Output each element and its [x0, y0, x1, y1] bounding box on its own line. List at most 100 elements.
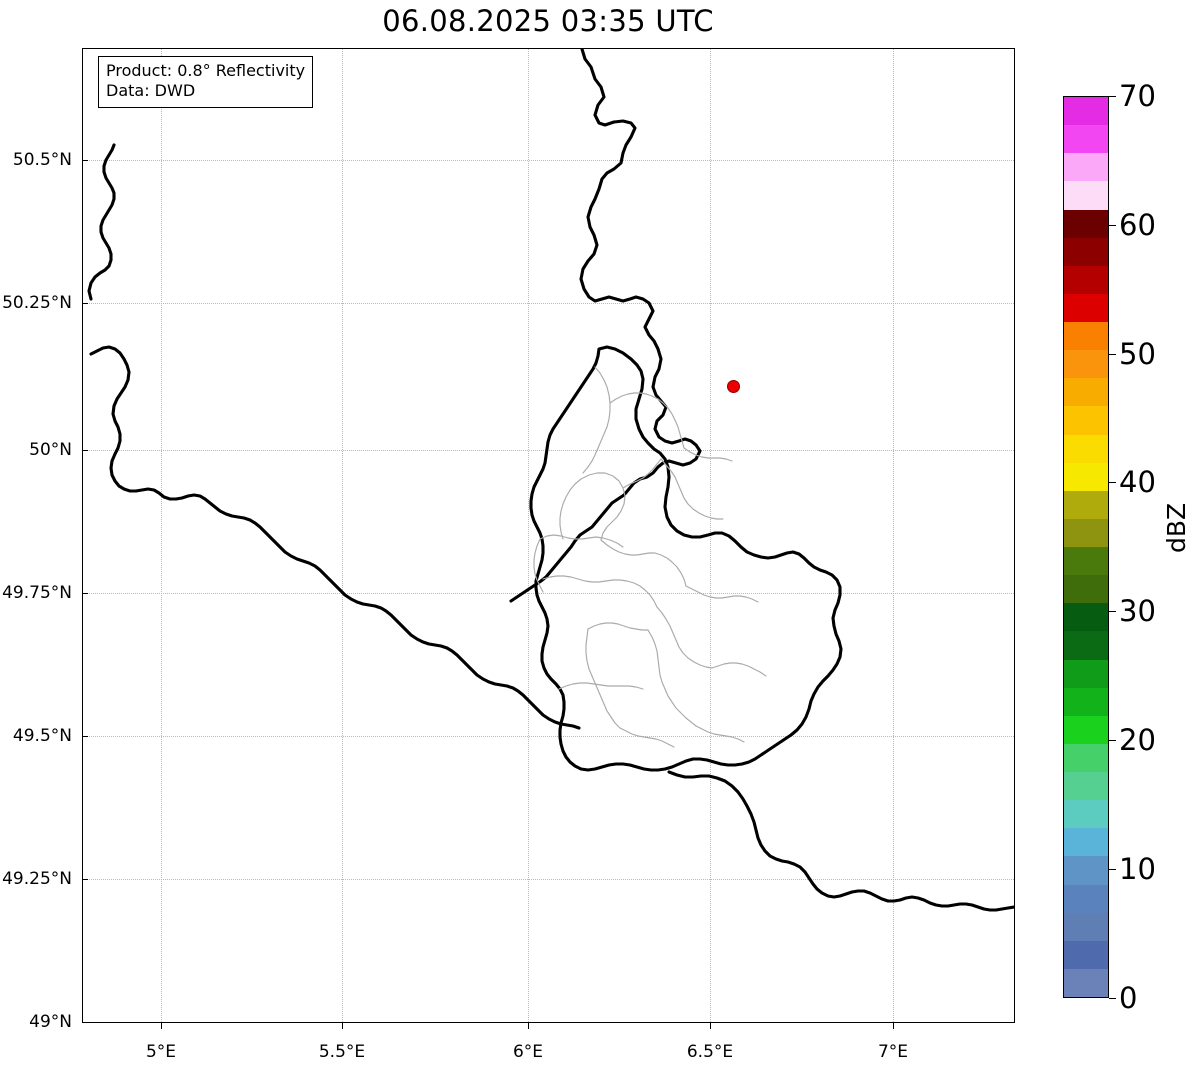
ytick-label-50: 50°N [29, 440, 72, 460]
colorbar-tick-mark-50 [1109, 354, 1116, 355]
ytick-mark-50p5 [82, 160, 88, 161]
colorbar[interactable]: 70 60 50 40 30 20 10 0 [1063, 79, 1156, 1015]
border-fr-de-southeast [667, 770, 1014, 912]
colorbar-band-10 [1064, 378, 1108, 407]
colorbar-tick-label-40: 40 [1119, 465, 1156, 499]
ytick-label-50p25: 50.25°N [2, 293, 72, 313]
gridline-lat-50p5 [83, 160, 1014, 161]
colorbar-band-1 [1064, 125, 1108, 154]
colorbar-tick-mark-20 [1109, 740, 1116, 741]
canton-line-17 [533, 538, 544, 593]
colorbar-band-24 [1064, 772, 1108, 801]
colorbar-band-29 [1064, 912, 1108, 941]
colorbar-tick-mark-70 [1109, 96, 1116, 97]
ytick-mark-49p25 [82, 879, 88, 880]
canton-line-13 [695, 725, 745, 743]
colorbar-band-23 [1064, 743, 1108, 772]
colorbar-band-7 [1064, 293, 1108, 322]
colorbar-tick-label-60: 60 [1119, 208, 1156, 242]
product-info-line-1: Product: 0.8° Reflectivity [106, 61, 306, 80]
canton-line-14 [558, 682, 644, 690]
xtick-mark-6 [528, 1023, 529, 1029]
colorbar-band-3 [1064, 181, 1108, 210]
national-borders [87, 49, 1014, 912]
colorbar-band-15 [1064, 518, 1108, 547]
gridline-lat-49p75 [83, 593, 1014, 594]
xtick-mark-5p5 [342, 1023, 343, 1029]
colorbar-band-17 [1064, 575, 1108, 604]
canton-line-2 [539, 534, 624, 548]
xtick-label-7: 7°E [877, 1042, 909, 1062]
colorbar-band-0 [1064, 97, 1108, 126]
ytick-label-49p5: 49.5°N [12, 726, 72, 746]
canton-line-1 [580, 472, 626, 541]
border-be-de-north [509, 49, 702, 603]
colorbar-gradient [1063, 96, 1109, 998]
colorbar-band-2 [1064, 153, 1108, 182]
colorbar-band-30 [1064, 940, 1108, 969]
figure-title: 06.08.2025 03:35 UTC [382, 4, 714, 38]
ytick-mark-49p75 [82, 593, 88, 594]
gridline-lon-5p5 [342, 49, 343, 1022]
colorbar-band-9 [1064, 350, 1108, 379]
colorbar-band-6 [1064, 265, 1108, 294]
canton-line-9 [587, 622, 649, 631]
ytick-mark-50 [82, 450, 88, 451]
colorbar-tick-label-50: 50 [1119, 337, 1156, 371]
colorbar-tick-mark-10 [1109, 869, 1116, 870]
luxembourg-cantons [533, 366, 767, 748]
colorbar-tick-mark-60 [1109, 225, 1116, 226]
canton-line-19 [609, 392, 685, 449]
colorbar-band-5 [1064, 237, 1108, 266]
colorbar-tick-label-30: 30 [1119, 594, 1156, 628]
ytick-label-49: 49°N [29, 1012, 72, 1032]
colorbar-band-11 [1064, 406, 1108, 435]
colorbar-tick-label-70: 70 [1119, 79, 1156, 113]
canton-line-3 [622, 458, 662, 489]
ytick-mark-49p5 [82, 736, 88, 737]
ytick-label-49p25: 49.25°N [2, 869, 72, 889]
colorbar-band-18 [1064, 603, 1108, 632]
gridline-lat-49p5 [83, 736, 1014, 737]
canton-line-15 [711, 662, 767, 677]
colorbar-band-4 [1064, 209, 1108, 238]
product-info-line-2: Data: DWD [106, 81, 196, 101]
gridline-lon-6 [528, 49, 529, 1022]
canton-line-8 [656, 606, 713, 669]
colorbar-band-31 [1064, 968, 1108, 997]
xtick-mark-6p5 [710, 1023, 711, 1029]
red-dot-icon[interactable] [727, 380, 740, 393]
canton-line-18 [582, 366, 611, 474]
xtick-label-5: 5°E [145, 1042, 177, 1062]
colorbar-band-21 [1064, 687, 1108, 716]
canton-line-16 [559, 478, 582, 540]
colorbar-tick-label-0: 0 [1119, 981, 1138, 1015]
colorbar-band-8 [1064, 322, 1108, 351]
colorbar-tick-label-20: 20 [1119, 723, 1156, 757]
gridline-lat-50 [83, 450, 1014, 451]
canton-line-5 [660, 458, 724, 520]
border-be-fr-west [89, 345, 581, 730]
map-axes[interactable]: Product: 0.8° Reflectivity Data: DWD [82, 48, 1015, 1023]
ytick-mark-50p25 [82, 303, 88, 304]
colorbar-band-12 [1064, 434, 1108, 463]
border-luxembourg [529, 345, 843, 772]
colorbar-band-22 [1064, 715, 1108, 744]
canton-line-6 [542, 575, 658, 608]
border-be-fr-notch [87, 143, 116, 301]
colorbar-band-14 [1064, 490, 1108, 519]
colorbar-band-20 [1064, 659, 1108, 688]
canton-line-20 [683, 447, 733, 462]
xtick-mark-5 [161, 1023, 162, 1029]
product-info-box: Product: 0.8° Reflectivity Data: DWD [98, 56, 314, 108]
colorbar-tick-label-10: 10 [1119, 852, 1156, 886]
colorbar-tick-mark-0 [1109, 998, 1116, 999]
colorbar-tick-mark-30 [1109, 611, 1116, 612]
colorbar-band-26 [1064, 828, 1108, 857]
canton-line-11 [647, 629, 697, 727]
map-geography [87, 49, 1014, 912]
colorbar-band-28 [1064, 884, 1108, 913]
colorbar-band-13 [1064, 462, 1108, 491]
xtick-mark-7 [893, 1023, 894, 1029]
canton-line-12 [619, 727, 675, 748]
